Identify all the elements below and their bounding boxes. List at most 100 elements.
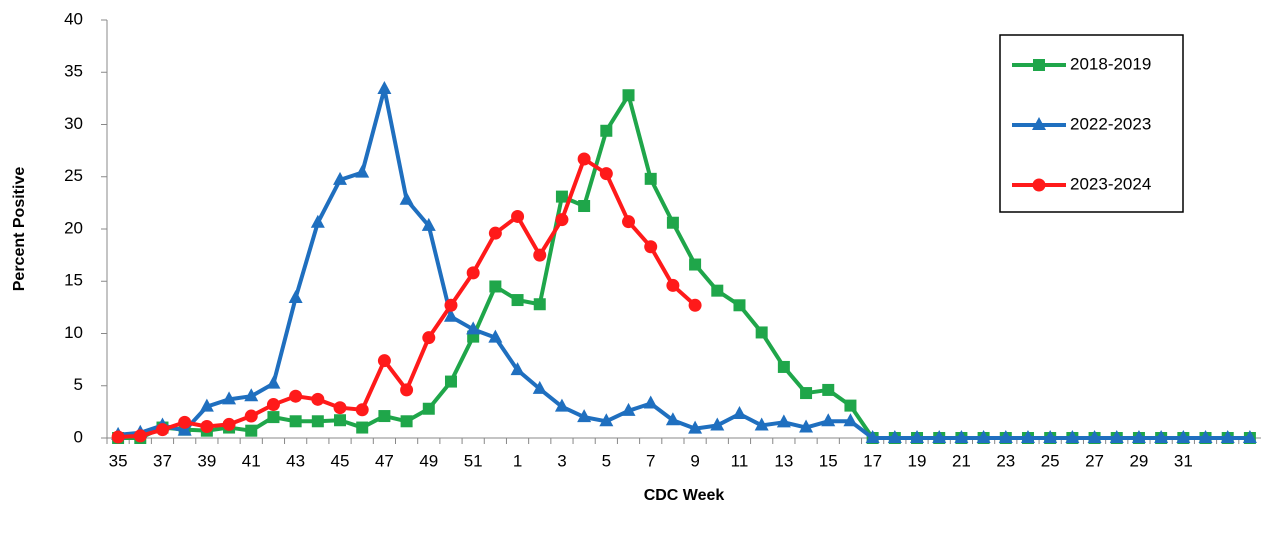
marker bbox=[1242, 430, 1257, 443]
x-tick-label: 49 bbox=[419, 451, 438, 470]
marker bbox=[444, 375, 457, 388]
marker bbox=[688, 420, 703, 434]
marker bbox=[266, 398, 280, 412]
marker bbox=[1032, 178, 1046, 192]
marker bbox=[311, 392, 325, 406]
marker bbox=[133, 429, 147, 443]
marker bbox=[822, 383, 835, 396]
marker bbox=[422, 402, 435, 415]
marker bbox=[444, 298, 458, 312]
marker bbox=[844, 399, 857, 412]
marker bbox=[599, 413, 614, 427]
marker bbox=[377, 80, 392, 94]
y-tick-label: 35 bbox=[64, 62, 83, 81]
y-tick-label: 15 bbox=[64, 271, 83, 290]
marker bbox=[599, 167, 613, 181]
marker bbox=[910, 430, 925, 443]
marker bbox=[1020, 430, 1035, 443]
marker bbox=[644, 240, 658, 254]
marker bbox=[754, 417, 769, 431]
marker bbox=[155, 423, 169, 437]
marker bbox=[887, 430, 902, 443]
legend-label: 2022-2023 bbox=[1070, 114, 1151, 133]
marker bbox=[400, 415, 413, 428]
x-tick-label: 39 bbox=[197, 451, 216, 470]
marker bbox=[400, 383, 414, 397]
marker bbox=[488, 226, 502, 240]
marker bbox=[800, 387, 813, 400]
marker bbox=[1033, 59, 1045, 71]
x-tick-label: 37 bbox=[153, 451, 172, 470]
marker bbox=[622, 89, 635, 102]
marker bbox=[244, 409, 258, 423]
x-tick-label: 19 bbox=[908, 451, 927, 470]
marker bbox=[533, 298, 546, 311]
marker bbox=[821, 413, 836, 427]
y-tick-label: 25 bbox=[64, 166, 83, 185]
marker bbox=[267, 411, 280, 424]
marker bbox=[355, 403, 369, 417]
x-tick-label: 31 bbox=[1174, 451, 1193, 470]
x-tick-label: 13 bbox=[774, 451, 793, 470]
marker bbox=[288, 289, 303, 303]
x-tick-label: 29 bbox=[1129, 451, 1148, 470]
x-tick-label: 35 bbox=[109, 451, 128, 470]
y-tick-label: 20 bbox=[64, 218, 83, 237]
marker bbox=[1131, 430, 1146, 443]
y-axis-title: Percent Positive bbox=[11, 167, 28, 292]
marker bbox=[622, 215, 636, 229]
marker bbox=[178, 415, 192, 429]
marker bbox=[1176, 430, 1191, 443]
marker bbox=[1032, 117, 1046, 130]
marker bbox=[733, 299, 746, 312]
marker bbox=[421, 217, 436, 231]
marker bbox=[644, 172, 657, 185]
marker bbox=[244, 388, 259, 402]
marker bbox=[266, 375, 281, 389]
x-tick-label: 23 bbox=[996, 451, 1015, 470]
marker bbox=[333, 401, 347, 415]
x-tick-label: 7 bbox=[646, 451, 655, 470]
marker bbox=[1154, 430, 1169, 443]
marker bbox=[177, 422, 192, 436]
x-axis-title: CDC Week bbox=[644, 487, 725, 504]
marker bbox=[510, 362, 525, 376]
marker bbox=[310, 214, 325, 228]
marker bbox=[1065, 430, 1080, 443]
marker bbox=[222, 391, 237, 405]
marker bbox=[777, 360, 790, 373]
marker bbox=[466, 266, 480, 280]
marker bbox=[578, 200, 591, 213]
x-tick-label: 17 bbox=[863, 451, 882, 470]
marker bbox=[200, 420, 214, 434]
marker bbox=[532, 380, 547, 394]
marker bbox=[643, 395, 658, 409]
marker bbox=[954, 430, 969, 443]
y-tick-label: 30 bbox=[64, 114, 83, 133]
marker bbox=[334, 414, 347, 427]
x-tick-label: 27 bbox=[1085, 451, 1104, 470]
marker bbox=[111, 430, 125, 444]
marker bbox=[511, 294, 524, 307]
marker bbox=[689, 258, 702, 271]
legend-label: 2018-2019 bbox=[1070, 54, 1151, 73]
marker bbox=[466, 321, 481, 335]
marker bbox=[843, 413, 858, 427]
marker bbox=[732, 405, 747, 419]
marker bbox=[355, 164, 370, 178]
marker bbox=[443, 308, 458, 322]
marker bbox=[378, 410, 391, 423]
marker bbox=[245, 424, 258, 437]
marker bbox=[422, 331, 436, 345]
x-tick-label: 9 bbox=[690, 451, 699, 470]
marker bbox=[511, 209, 525, 223]
marker bbox=[865, 430, 880, 443]
marker bbox=[1109, 430, 1124, 443]
y-tick-label: 10 bbox=[64, 323, 83, 342]
y-tick-label: 40 bbox=[64, 9, 83, 28]
x-tick-label: 43 bbox=[286, 451, 305, 470]
marker bbox=[489, 280, 502, 293]
marker bbox=[289, 415, 302, 428]
marker bbox=[311, 415, 324, 428]
